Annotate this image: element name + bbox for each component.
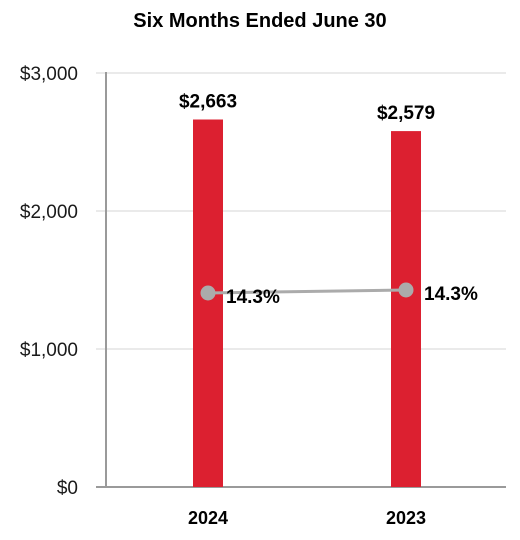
ratio-value-label: 14.3% (226, 287, 280, 308)
x-category-label: 2023 (386, 508, 426, 528)
bar-value-label: $2,663 (179, 92, 237, 113)
y-tick-labels: $0 $1,000 $2,000 $3,000 (20, 64, 78, 499)
bar (391, 131, 421, 487)
bar-data-labels: $2,663 $2,579 (179, 92, 435, 125)
bar-value-label: $2,579 (377, 103, 435, 124)
grid-layer (96, 72, 506, 488)
x-category-labels: 2024 2023 (188, 508, 426, 528)
bar-series (193, 119, 421, 488)
chart-title: Six Months Ended June 30 (133, 10, 387, 32)
y-tick-label: $3,000 (20, 64, 78, 85)
ratio-line-series: 14.3% 14.3% (200, 282, 478, 308)
y-tick-label: $0 (57, 478, 78, 499)
ratio-value-label: 14.3% (424, 284, 478, 305)
y-tick-label: $1,000 (20, 340, 78, 361)
x-category-label: 2024 (188, 508, 228, 528)
ratio-line (207, 288, 407, 295)
ratio-point (398, 282, 414, 298)
bar (193, 119, 223, 488)
y-tick-label: $2,000 (20, 202, 78, 223)
ratio-point (200, 285, 216, 301)
